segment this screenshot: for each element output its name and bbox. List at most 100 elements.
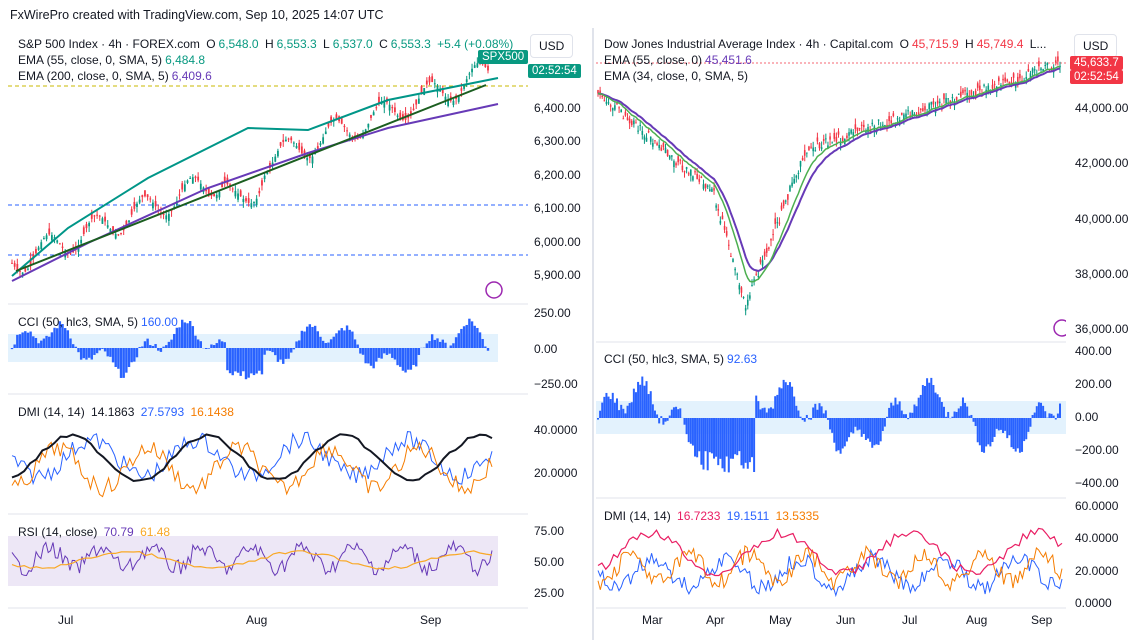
candle-body	[679, 159, 682, 161]
candle-body	[274, 156, 277, 162]
candle-body	[420, 86, 423, 93]
cci-bar	[303, 331, 306, 348]
right-symbol-title[interactable]: Dow Jones Industrial Average Index · 4h …	[604, 37, 894, 51]
right-cci-legend[interactable]: CCI (50, hlc3, SMA, 5) 92.63	[604, 352, 758, 366]
cci-bar	[319, 336, 322, 348]
cci-bar	[879, 418, 882, 442]
cci-bar	[138, 346, 141, 348]
right-cci-tick: −400.00	[1075, 476, 1119, 490]
cci-bar	[869, 418, 872, 442]
left-cci-legend[interactable]: CCI (50, hlc3, SMA, 5) 160.00	[18, 315, 178, 329]
cci-bar	[957, 408, 960, 418]
candle-body	[837, 131, 840, 135]
candle-body	[261, 180, 263, 186]
cci-bar	[964, 402, 967, 418]
candle-body	[673, 161, 675, 168]
candle-body	[913, 113, 916, 115]
cci-bar	[87, 348, 91, 358]
cci-bar	[399, 348, 402, 367]
candle-body	[300, 146, 303, 154]
cci-bar	[736, 418, 739, 456]
cci-bar	[1052, 415, 1055, 418]
cci-bar	[159, 348, 163, 352]
candle-body	[656, 143, 658, 146]
cci-bar	[391, 348, 394, 358]
cci-bar	[615, 398, 618, 418]
cci-bar	[643, 385, 646, 418]
candle-body	[706, 185, 709, 187]
candle-body	[822, 138, 825, 141]
right-y-tick: 44,000.00	[1075, 101, 1129, 115]
candle-body	[112, 226, 114, 233]
right-ema34-legend[interactable]: EMA (34, close, 0, SMA, 5)	[604, 69, 749, 83]
cci-bar	[862, 418, 865, 434]
cci-bar	[207, 348, 210, 349]
candle-body	[306, 157, 309, 161]
candle-body	[846, 135, 848, 139]
right-currency-button[interactable]: USD	[1074, 34, 1118, 58]
cci-bar	[401, 348, 405, 371]
cci-bar	[732, 418, 735, 459]
candle-body	[199, 183, 202, 190]
candle-body	[1044, 64, 1047, 66]
cci-bar	[839, 418, 842, 454]
candle-body	[765, 247, 768, 253]
left-ema200-legend[interactable]: EMA (200, close, 0, SMA, 5) 6,409.6	[18, 69, 212, 83]
candle-body	[152, 202, 154, 209]
right-chart-canvas[interactable]	[596, 28, 1066, 638]
candle-body	[370, 114, 372, 118]
candle-body	[753, 279, 755, 281]
cci-bar	[452, 343, 455, 348]
candle-body	[409, 111, 412, 115]
cci-bar	[40, 340, 43, 348]
candle-body	[141, 195, 144, 198]
candle-body	[258, 190, 261, 194]
cci-bar	[340, 328, 343, 348]
cci-bar	[359, 348, 362, 354]
candle-body	[833, 132, 836, 139]
candle-body	[725, 231, 728, 236]
right-ema55-legend[interactable]: EMA (55, close, 0) 45,451.6	[604, 53, 752, 67]
left-chart-canvas[interactable]	[8, 28, 528, 638]
left-rsi-legend[interactable]: RSI (14, close) 70.79 61.48	[18, 525, 171, 539]
left-chart[interactable]	[8, 28, 528, 638]
cci-bar	[383, 348, 386, 354]
left-dmi-legend[interactable]: DMI (14, 14) 14.1863 27.5793 16.1438	[18, 405, 234, 419]
right-chart[interactable]	[596, 28, 1066, 638]
left-rsi-tick: 75.00	[534, 524, 565, 538]
cci-bar	[799, 416, 802, 418]
adx-line	[11, 433, 493, 483]
cci-bar	[753, 418, 756, 473]
candle-body	[960, 91, 962, 97]
cci-bar	[409, 348, 413, 370]
candle-body	[808, 146, 810, 151]
cci-bar	[103, 348, 107, 352]
left-currency-button[interactable]: USD	[530, 34, 574, 58]
center-divider[interactable]	[592, 28, 594, 640]
candle-body	[858, 128, 861, 130]
right-dmi-legend[interactable]: DMI (14, 14) 16.7233 19.1511 13.5335	[604, 509, 819, 523]
cci-bar	[385, 348, 389, 355]
cci-bar	[146, 338, 149, 348]
cci-bar	[151, 345, 155, 348]
cci-bar	[653, 410, 656, 418]
cci-bar	[810, 418, 813, 420]
candle-body	[848, 132, 850, 136]
cci-bar	[719, 418, 722, 459]
cci-bar	[902, 414, 905, 418]
candle-body	[16, 263, 19, 270]
cci-bar	[599, 410, 602, 418]
cci-bar	[122, 348, 125, 378]
left-ema55-legend[interactable]: EMA (55, close, 0, SMA, 5) 6,484.8	[18, 53, 206, 67]
cci-bar	[829, 418, 832, 430]
cci-bar	[154, 344, 157, 348]
candle-body	[734, 268, 736, 271]
cci-bar	[620, 404, 623, 418]
candle-body	[106, 225, 109, 228]
candle-body	[839, 141, 842, 146]
left-symbol-title[interactable]: S&P 500 Index · 4h · FOREX.com	[18, 37, 200, 51]
candle-body	[637, 130, 639, 132]
candle-body	[388, 104, 391, 111]
cci-bar	[801, 418, 804, 421]
cci-bar	[940, 401, 943, 418]
